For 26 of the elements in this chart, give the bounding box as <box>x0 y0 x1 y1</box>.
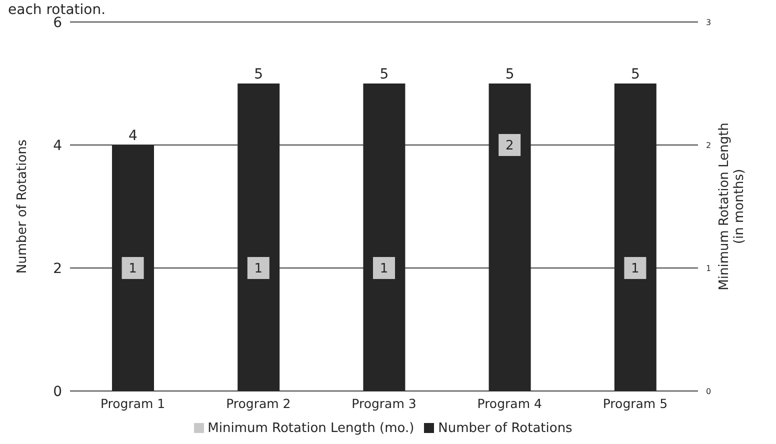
data-label: 2 <box>505 138 514 154</box>
data-label: 5 <box>505 66 514 82</box>
data-label: 1 <box>254 262 263 277</box>
data-label: 1 <box>631 262 640 277</box>
y-tick-label: 0 <box>53 384 62 400</box>
x-tick-label: Program 3 <box>352 396 416 411</box>
y2-tick-label: 1 <box>706 264 712 273</box>
data-label: 5 <box>254 66 264 82</box>
data-label: 1 <box>128 262 137 277</box>
data-label: 5 <box>630 66 640 82</box>
data-label: 1 <box>380 262 388 277</box>
x-tick-label: Program 1 <box>100 396 166 411</box>
y-tick-label: 2 <box>53 260 62 277</box>
x-tick-label: Program 5 <box>602 396 668 411</box>
y2-axis-title: Minimum Rotation Length (in months) <box>717 122 747 290</box>
legend-label: Minimum Rotation Length (mo.) <box>208 421 414 436</box>
y2-tick-label: 0 <box>706 386 712 396</box>
data-label: 5 <box>380 66 389 82</box>
y-axis-title: Number of Rotations <box>15 139 30 274</box>
data-label: 4 <box>128 128 138 144</box>
y-tick-label: 4 <box>53 138 62 154</box>
y2-tick-label: 3 <box>706 18 712 27</box>
x-tick-label: Program 2 <box>226 396 291 411</box>
y2-tick-label: 2 <box>706 140 712 150</box>
legend-label: Number of Rotations <box>438 421 572 436</box>
x-tick-label: Program 4 <box>477 396 542 411</box>
